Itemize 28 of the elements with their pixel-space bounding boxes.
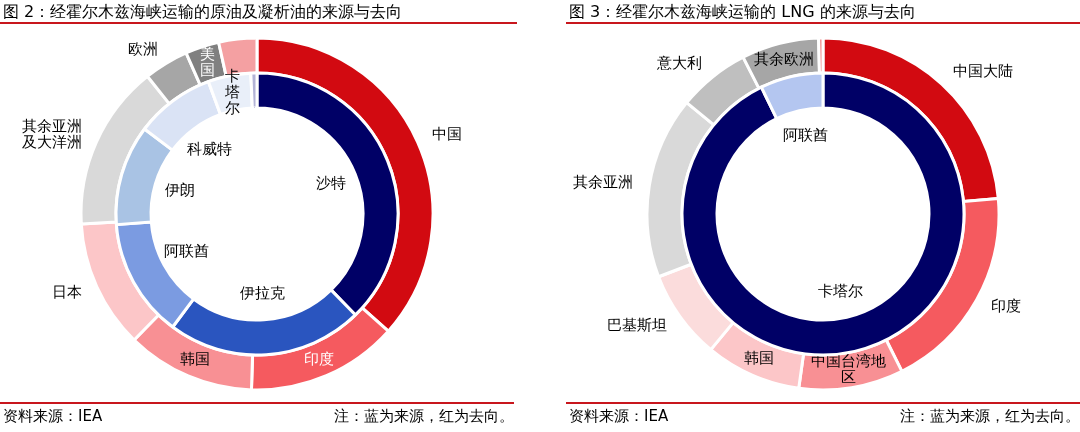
slice-label: 日本	[52, 283, 83, 302]
slice-label: 中国	[432, 125, 463, 144]
slice-label: 欧洲	[127, 39, 158, 58]
slice-label: 卡塔尔	[818, 281, 864, 300]
slice-label: 韩国	[744, 348, 775, 367]
chart-title: 图 2：经霍尔木兹海峡运输的原油及凝析油的来源与去向	[0, 2, 517, 24]
slice-label: 科威特	[186, 139, 232, 158]
slice-label: 其余亚洲	[573, 173, 634, 192]
slice-label: 印度	[304, 349, 335, 368]
slice-label: 美国	[200, 45, 216, 80]
slice-label: 阿联酋	[782, 125, 828, 144]
slice-label: 阿联酋	[164, 242, 210, 261]
slice-label: 沙特	[316, 173, 347, 192]
slice-label: 中国大陆	[952, 62, 1013, 81]
chart-title: 图 3：经霍尔木兹海峡运输的 LNG 的来源与去向	[566, 2, 1080, 24]
slice-label: 卡塔尔	[224, 66, 241, 117]
slice-label: 巴基斯坦	[606, 315, 667, 334]
text: 注：蓝为来源，红为去向。	[334, 406, 514, 427]
text: 资料来源：IEA	[569, 406, 669, 427]
text: 资料来源：IEA	[3, 406, 103, 427]
slice-label: 韩国	[179, 349, 210, 368]
slice-label: 印度	[990, 297, 1021, 316]
slice-label: 伊拉克	[239, 283, 285, 302]
slice-label: 其余欧洲	[754, 50, 815, 69]
slice-label: 伊朗	[165, 181, 196, 200]
text: 注：蓝为来源，红为去向。	[900, 406, 1080, 427]
slice-label: 其余亚洲及大洋洲	[21, 117, 82, 152]
slice-label: 意大利	[656, 54, 703, 73]
